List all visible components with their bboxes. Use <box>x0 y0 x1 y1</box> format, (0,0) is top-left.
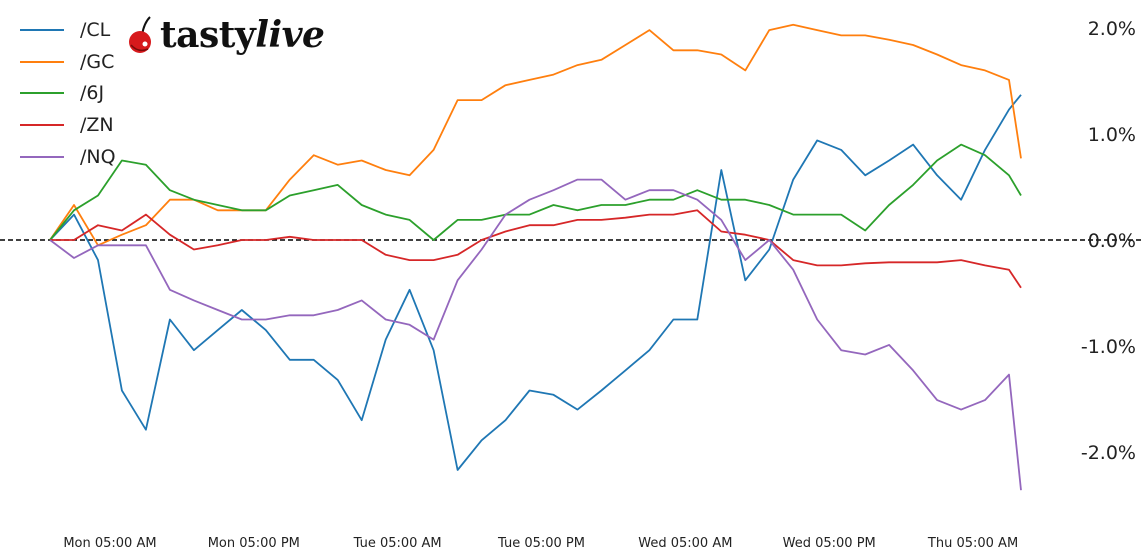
x-tick-label: Wed 05:00 PM <box>783 536 876 551</box>
series-line-gc <box>49 23 1022 247</box>
legend-swatch <box>20 60 64 63</box>
y-tick-label: 2.0% <box>1088 18 1136 40</box>
x-tick-label: Wed 05:00 AM <box>638 536 732 551</box>
legend-swatch <box>20 28 64 31</box>
legend-item-6j: /6J <box>20 78 116 110</box>
legend-label: /NQ <box>80 146 116 169</box>
legend-swatch <box>20 124 64 127</box>
legend-label: /ZN <box>80 114 114 137</box>
legend-label: /CL <box>80 18 111 41</box>
x-axis-ticks: Mon 05:00 AM Mon 05:00 PM Tue 05:00 AM Tue … <box>63 536 1018 551</box>
x-tick-label: Tue 05:00 AM <box>353 536 442 551</box>
legend-label: /GC <box>80 50 115 73</box>
tastylive-logo: tastylive <box>126 14 325 56</box>
series-line-6j <box>49 143 1022 241</box>
legend: /CL /GC /6J /ZN /NQ <box>20 14 116 173</box>
y-tick-label: -2.0% <box>1081 442 1136 464</box>
series-line-nq <box>49 178 1022 491</box>
x-tick-label: Tue 05:00 PM <box>497 536 585 551</box>
logo-wordmark: tastylive <box>160 14 325 56</box>
y-tick-label: 1.0% <box>1088 124 1136 146</box>
legend-swatch <box>20 156 64 159</box>
legend-item-zn: /ZN <box>20 109 116 141</box>
y-tick-label: -1.0% <box>1081 336 1136 358</box>
series-line-cl <box>49 94 1022 471</box>
legend-item-nq: /NQ <box>20 141 116 173</box>
y-axis-ticks: 2.0% 1.0% 0.0% -1.0% -2.0% <box>1081 18 1136 464</box>
legend-swatch <box>20 92 64 95</box>
series-line-zn <box>50 209 1022 289</box>
cherry-icon <box>129 16 151 53</box>
legend-item-cl: /CL <box>20 14 116 46</box>
y-tick-label: 0.0% <box>1088 230 1136 252</box>
x-tick-label: Thu 05:00 AM <box>927 536 1018 551</box>
legend-label: /6J <box>80 82 105 105</box>
x-tick-label: Mon 05:00 AM <box>63 536 156 551</box>
legend-item-gc: /GC <box>20 46 116 78</box>
x-tick-label: Mon 05:00 PM <box>208 536 300 551</box>
series-layer <box>49 23 1022 491</box>
